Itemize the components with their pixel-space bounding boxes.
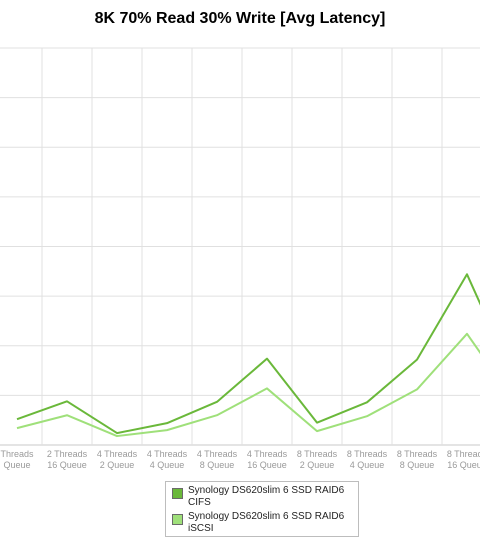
x-tick-label: 16 Queue bbox=[447, 460, 480, 470]
x-tick-label: 8 Threads bbox=[447, 449, 480, 459]
x-tick-label: 4 Threads bbox=[97, 449, 138, 459]
x-tick-label: 8 Queue bbox=[400, 460, 435, 470]
x-tick-label: 16 Queue bbox=[247, 460, 287, 470]
x-tick-label: Queue bbox=[3, 460, 30, 470]
x-tick-label: 8 Threads bbox=[397, 449, 438, 459]
x-tick-label: 2 Threads bbox=[47, 449, 88, 459]
series-line-iscsi[interactable] bbox=[16, 332, 480, 438]
x-tick-label: 2 Queue bbox=[100, 460, 135, 470]
series-line-cifs[interactable] bbox=[16, 273, 480, 435]
series-lines bbox=[16, 273, 480, 438]
x-tick-label: 8 Threads bbox=[297, 449, 338, 459]
grid-lines bbox=[0, 47, 480, 446]
legend-item-iscsi[interactable]: Synology DS620slim 6 SSD RAID6 iSCSI bbox=[172, 511, 352, 535]
x-tick-label: 4 Queue bbox=[150, 460, 185, 470]
x-tick-label: 2 Queue bbox=[300, 460, 335, 470]
x-tick-label: 4 Threads bbox=[147, 449, 188, 459]
legend-label-cifs: Synology DS620slim 6 SSD RAID6 CIFS bbox=[188, 485, 345, 508]
legend-label-iscsi: Synology DS620slim 6 SSD RAID6 iSCSI bbox=[188, 511, 345, 534]
legend: Synology DS620slim 6 SSD RAID6 CIFS Syno… bbox=[165, 481, 359, 537]
x-tick-label: 4 Queue bbox=[350, 460, 385, 470]
x-tick-label: 8 Threads bbox=[347, 449, 388, 459]
x-tick-label: 16 Queue bbox=[47, 460, 87, 470]
x-tick-label: 4 Threads bbox=[197, 449, 238, 459]
legend-swatch-cifs bbox=[172, 488, 183, 499]
legend-item-cifs[interactable]: Synology DS620slim 6 SSD RAID6 CIFS bbox=[172, 485, 352, 509]
chart-title: 8K 70% Read 30% Write [Avg Latency] bbox=[94, 10, 386, 27]
legend-swatch-iscsi bbox=[172, 514, 183, 525]
x-tick-label: 4 Threads bbox=[247, 449, 288, 459]
x-tick-label: Threads bbox=[0, 449, 34, 459]
x-tick-label: 8 Queue bbox=[200, 460, 235, 470]
